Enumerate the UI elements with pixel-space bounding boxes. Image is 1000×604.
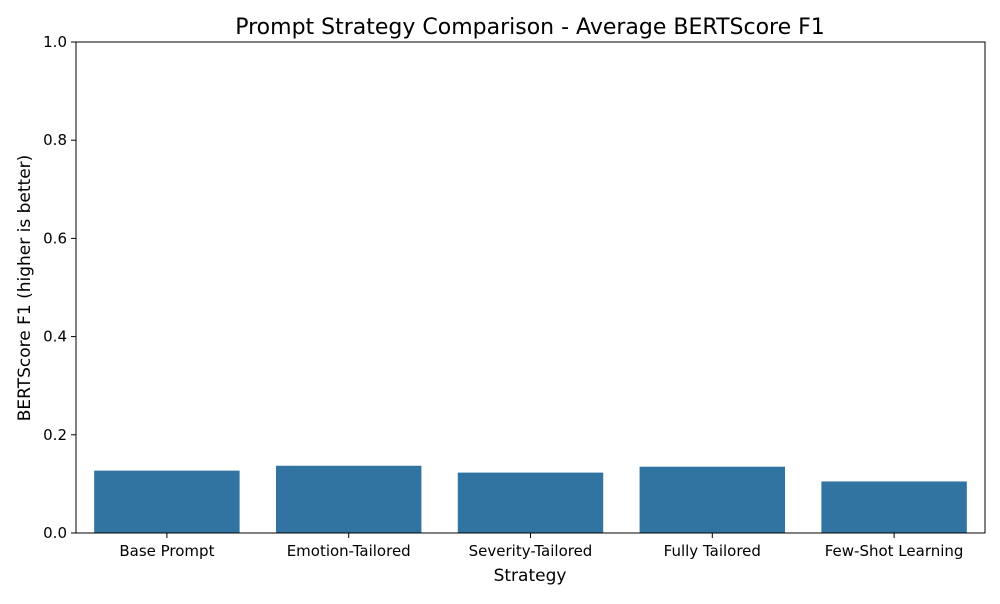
bar-severity-tailored bbox=[457, 472, 604, 533]
y-axis-ticks: 0.0 0.2 0.4 0.6 0.8 1.0 bbox=[43, 33, 76, 542]
y-tick-label: 0.6 bbox=[43, 229, 67, 247]
x-tick-label: Severity-Tailored bbox=[469, 542, 593, 560]
bars-group bbox=[94, 465, 967, 533]
plot-area-frame bbox=[75, 41, 986, 534]
x-tick-label: Few-Shot Learning bbox=[825, 542, 964, 560]
x-axis-label: Strategy bbox=[494, 566, 567, 586]
x-tick-label: Emotion-Tailored bbox=[287, 542, 411, 560]
x-tick-label: Fully Tailored bbox=[664, 542, 761, 560]
bar-few-shot-learning bbox=[821, 481, 967, 533]
y-tick-label: 0.2 bbox=[43, 426, 67, 444]
y-tick-label: 0.8 bbox=[43, 131, 67, 149]
y-tick-label: 0.4 bbox=[43, 328, 67, 346]
bar-fully-tailored bbox=[639, 466, 786, 533]
chart-title: Prompt Strategy Comparison - Average BER… bbox=[235, 15, 825, 40]
x-axis-ticks: Base Prompt Emotion-Tailored Severity-Tail… bbox=[119, 533, 963, 560]
y-tick-label: 0.0 bbox=[43, 524, 67, 542]
y-tick-label: 1.0 bbox=[43, 33, 67, 51]
bar-emotion-tailored bbox=[275, 465, 422, 533]
x-tick-label: Base Prompt bbox=[119, 542, 214, 560]
bar-base-prompt bbox=[94, 470, 240, 533]
y-axis-label: BERTScore F1 (higher is better) bbox=[15, 155, 35, 422]
